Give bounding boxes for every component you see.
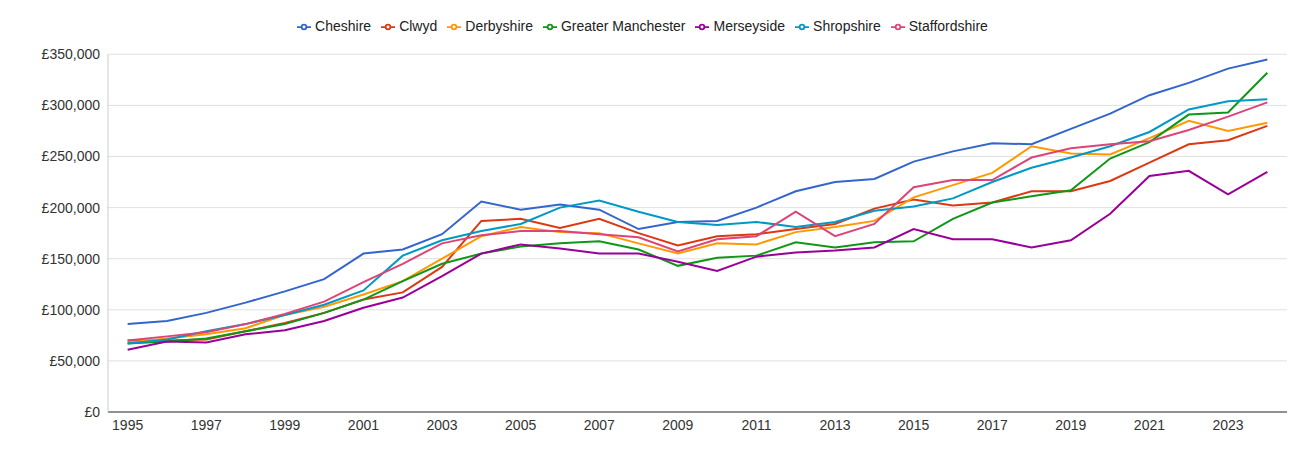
- html-text:Derbyshire: Derbyshire: [465, 18, 533, 34]
- svg-text:£250,000: £250,000: [42, 148, 101, 164]
- svg-text:£50,000: £50,000: [49, 353, 100, 369]
- svg-text:£150,000: £150,000: [42, 251, 101, 267]
- html-text:Merseyside: Merseyside: [713, 18, 786, 34]
- svg-text:2009: 2009: [662, 417, 693, 433]
- svg-text:£0: £0: [84, 404, 100, 420]
- svg-text:2015: 2015: [898, 417, 929, 433]
- svg-text:2013: 2013: [819, 417, 850, 433]
- svg-text:£200,000: £200,000: [42, 200, 101, 216]
- svg-text:2011: 2011: [741, 417, 771, 433]
- html-text:Cheshire: Cheshire: [315, 18, 372, 34]
- svg-text:2005: 2005: [505, 417, 536, 433]
- svg-text:£300,000: £300,000: [42, 97, 101, 113]
- svg-text:2021: 2021: [1134, 417, 1165, 433]
- svg-text:2003: 2003: [426, 417, 457, 433]
- html-text:Staffordshire: Staffordshire: [908, 18, 988, 34]
- html-text:Clwyd: Clwyd: [399, 18, 438, 34]
- html-text:Shropshire: Shropshire: [813, 18, 881, 34]
- svg-text:1997: 1997: [191, 417, 222, 433]
- svg-text:1999: 1999: [269, 417, 300, 433]
- svg-text:2023: 2023: [1212, 417, 1243, 433]
- svg-text:£350,000: £350,000: [42, 46, 101, 62]
- svg-text:2019: 2019: [1055, 417, 1086, 433]
- html-text:Greater Manchester: Greater Manchester: [561, 18, 686, 34]
- svg-text:1995: 1995: [112, 417, 143, 433]
- svg-text:2007: 2007: [584, 417, 615, 433]
- svg-text:2017: 2017: [977, 417, 1008, 433]
- svg-text:2001: 2001: [348, 417, 379, 433]
- svg-text:£100,000: £100,000: [42, 302, 101, 318]
